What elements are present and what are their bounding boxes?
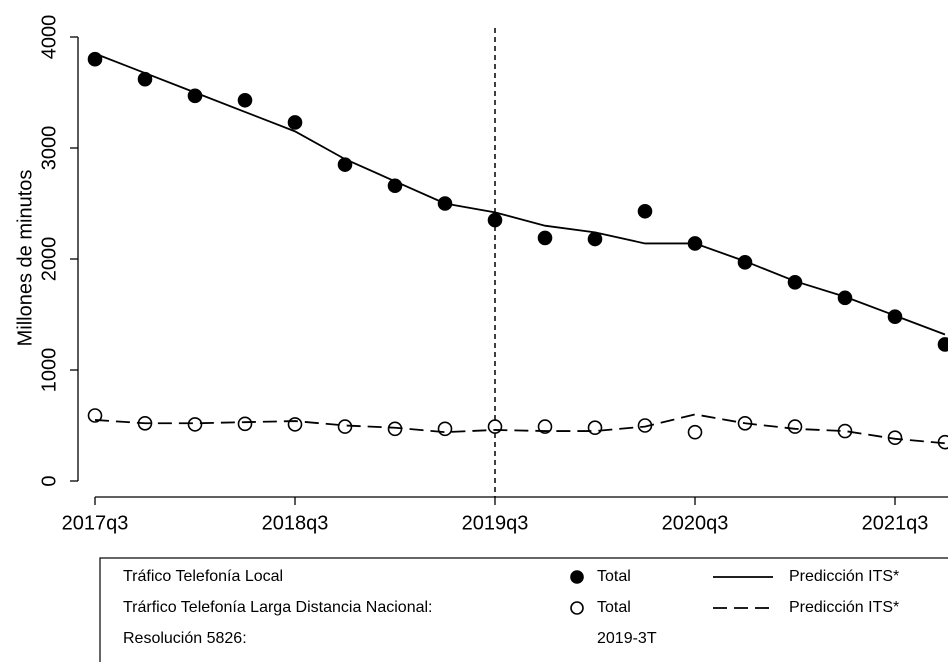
point — [737, 255, 753, 270]
line — [94, 52, 946, 336]
point — [237, 416, 253, 432]
point — [587, 231, 603, 247]
legend-label: Total — [597, 599, 631, 616]
point — [637, 203, 653, 219]
point — [487, 419, 503, 434]
point — [287, 417, 303, 432]
point — [337, 419, 353, 434]
point — [937, 337, 948, 352]
y-tick-label: 3000 — [38, 126, 60, 171]
point — [237, 92, 253, 108]
y-axis-label: Millones de minutos — [14, 170, 36, 347]
legend-group: Tráfico Telefonía Local — [123, 568, 283, 585]
point — [687, 424, 703, 440]
point — [487, 212, 503, 228]
point — [537, 230, 553, 246]
legend-label: Total — [597, 568, 631, 585]
point — [587, 420, 603, 436]
point — [437, 421, 453, 437]
x-tick-label: 2017q3 — [62, 512, 129, 534]
x-tick-label: 2021q3 — [862, 512, 929, 534]
legend-label: Predicción ITS* — [789, 568, 899, 585]
x-tick-label: 2018q3 — [262, 512, 329, 534]
y-tick-label: 4000 — [38, 15, 60, 60]
legend-label: Predicción ITS* — [789, 599, 899, 616]
point — [287, 115, 303, 130]
point — [87, 408, 103, 423]
y-tick-label: 1000 — [38, 348, 60, 393]
x-tick-label: 2020q3 — [662, 512, 729, 534]
line — [94, 413, 946, 445]
legend-group: Trárfico Telefonía Larga Distancia Nacio… — [123, 599, 433, 616]
y-tick-label: 2000 — [38, 237, 60, 282]
legend-marker — [570, 601, 584, 615]
annotation-label: Resolución 5826: — [123, 630, 247, 647]
x-tick-label: 2019q3 — [462, 512, 529, 534]
legend-marker — [570, 570, 584, 584]
point — [887, 430, 903, 446]
point — [787, 419, 803, 434]
point — [187, 417, 203, 432]
point — [837, 290, 853, 306]
y-tick-label: 0 — [38, 475, 60, 486]
legend-box — [99, 557, 948, 662]
point — [87, 51, 103, 67]
point — [337, 157, 353, 172]
annotation-value: 2019-3T — [597, 630, 657, 647]
point — [537, 419, 553, 434]
